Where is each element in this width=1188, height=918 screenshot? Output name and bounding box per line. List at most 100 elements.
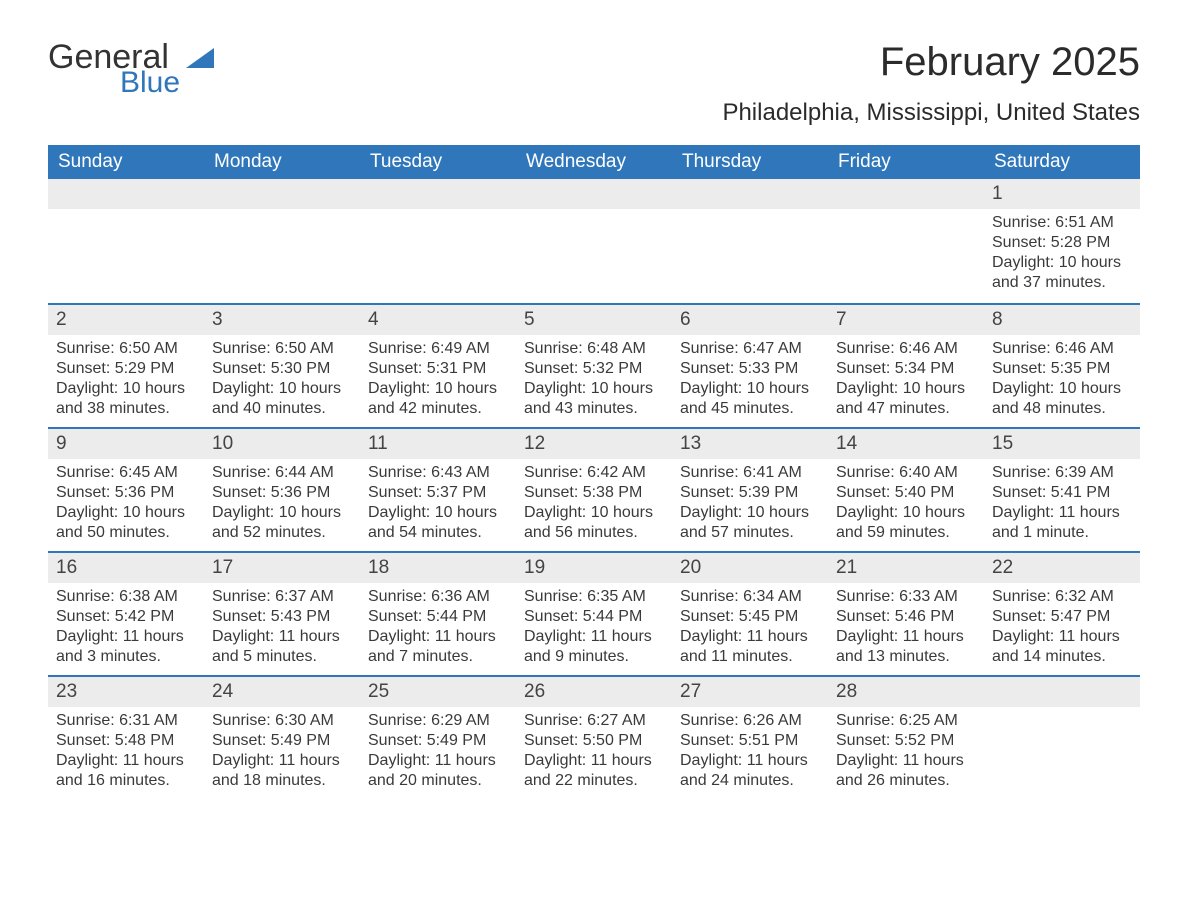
day-cell xyxy=(516,179,672,303)
sunset-text: Sunset: 5:49 PM xyxy=(212,731,352,751)
daylight-text: Daylight: 11 hours and 9 minutes. xyxy=(524,627,664,667)
day-number xyxy=(516,179,672,209)
sunset-text: Sunset: 5:32 PM xyxy=(524,359,664,379)
day-number: 6 xyxy=(672,305,828,335)
header: General Blue February 2025 Philadelphia,… xyxy=(48,40,1140,127)
sunset-text: Sunset: 5:33 PM xyxy=(680,359,820,379)
sunrise-text: Sunrise: 6:43 AM xyxy=(368,463,508,483)
sunset-text: Sunset: 5:43 PM xyxy=(212,607,352,627)
day-number: 28 xyxy=(828,677,984,707)
sunrise-text: Sunrise: 6:49 AM xyxy=(368,339,508,359)
day-number xyxy=(360,179,516,209)
sunset-text: Sunset: 5:30 PM xyxy=(212,359,352,379)
daylight-text: Daylight: 10 hours and 57 minutes. xyxy=(680,503,820,543)
dow-cell: Friday xyxy=(828,145,984,179)
week-row: 23Sunrise: 6:31 AMSunset: 5:48 PMDayligh… xyxy=(48,675,1140,799)
sunset-text: Sunset: 5:31 PM xyxy=(368,359,508,379)
day-number: 9 xyxy=(48,429,204,459)
sunrise-text: Sunrise: 6:50 AM xyxy=(212,339,352,359)
week-row: 1Sunrise: 6:51 AMSunset: 5:28 PMDaylight… xyxy=(48,179,1140,303)
day-cell: 24Sunrise: 6:30 AMSunset: 5:49 PMDayligh… xyxy=(204,677,360,799)
location: Philadelphia, Mississippi, United States xyxy=(722,99,1140,127)
sunset-text: Sunset: 5:45 PM xyxy=(680,607,820,627)
sunrise-text: Sunrise: 6:26 AM xyxy=(680,711,820,731)
day-number: 16 xyxy=(48,553,204,583)
day-number xyxy=(828,179,984,209)
daylight-text: Daylight: 11 hours and 14 minutes. xyxy=(992,627,1132,667)
sunset-text: Sunset: 5:41 PM xyxy=(992,483,1132,503)
day-number: 1 xyxy=(984,179,1140,209)
dow-cell: Saturday xyxy=(984,145,1140,179)
day-number xyxy=(204,179,360,209)
day-number: 19 xyxy=(516,553,672,583)
daylight-text: Daylight: 11 hours and 22 minutes. xyxy=(524,751,664,791)
sunset-text: Sunset: 5:28 PM xyxy=(992,233,1132,253)
sunset-text: Sunset: 5:47 PM xyxy=(992,607,1132,627)
day-number xyxy=(984,677,1140,707)
sunset-text: Sunset: 5:35 PM xyxy=(992,359,1132,379)
daylight-text: Daylight: 11 hours and 5 minutes. xyxy=(212,627,352,667)
day-cell: 16Sunrise: 6:38 AMSunset: 5:42 PMDayligh… xyxy=(48,553,204,675)
day-cell: 9Sunrise: 6:45 AMSunset: 5:36 PMDaylight… xyxy=(48,429,204,551)
sunset-text: Sunset: 5:50 PM xyxy=(524,731,664,751)
dow-cell: Wednesday xyxy=(516,145,672,179)
day-cell: 4 Sunrise: 6:49 AMSunset: 5:31 PMDaylight… xyxy=(360,305,516,427)
day-cell: 28Sunrise: 6:25 AMSunset: 5:52 PMDayligh… xyxy=(828,677,984,799)
sunrise-text: Sunrise: 6:34 AM xyxy=(680,587,820,607)
day-cell: 26Sunrise: 6:27 AMSunset: 5:50 PMDayligh… xyxy=(516,677,672,799)
dow-cell: Sunday xyxy=(48,145,204,179)
day-number: 3 xyxy=(204,305,360,335)
sunset-text: Sunset: 5:44 PM xyxy=(368,607,508,627)
day-number: 5 xyxy=(516,305,672,335)
day-number: 7 xyxy=(828,305,984,335)
day-cell: 10Sunrise: 6:44 AMSunset: 5:36 PMDayligh… xyxy=(204,429,360,551)
sunrise-text: Sunrise: 6:50 AM xyxy=(56,339,196,359)
day-number: 4 xyxy=(360,305,516,335)
sunrise-text: Sunrise: 6:41 AM xyxy=(680,463,820,483)
daylight-text: Daylight: 10 hours and 42 minutes. xyxy=(368,379,508,419)
sunrise-text: Sunrise: 6:32 AM xyxy=(992,587,1132,607)
day-number: 26 xyxy=(516,677,672,707)
day-cell: 17Sunrise: 6:37 AMSunset: 5:43 PMDayligh… xyxy=(204,553,360,675)
sunrise-text: Sunrise: 6:51 AM xyxy=(992,213,1132,233)
sunrise-text: Sunrise: 6:40 AM xyxy=(836,463,976,483)
day-number: 11 xyxy=(360,429,516,459)
day-cell: 14Sunrise: 6:40 AMSunset: 5:40 PMDayligh… xyxy=(828,429,984,551)
day-cell: 13Sunrise: 6:41 AMSunset: 5:39 PMDayligh… xyxy=(672,429,828,551)
sail-icon xyxy=(186,46,220,75)
sunset-text: Sunset: 5:36 PM xyxy=(56,483,196,503)
day-cell: 5Sunrise: 6:48 AMSunset: 5:32 PMDaylight… xyxy=(516,305,672,427)
sunrise-text: Sunrise: 6:30 AM xyxy=(212,711,352,731)
daylight-text: Daylight: 10 hours and 40 minutes. xyxy=(212,379,352,419)
sunset-text: Sunset: 5:29 PM xyxy=(56,359,196,379)
sunset-text: Sunset: 5:42 PM xyxy=(56,607,196,627)
sunset-text: Sunset: 5:49 PM xyxy=(368,731,508,751)
day-number: 13 xyxy=(672,429,828,459)
day-number: 15 xyxy=(984,429,1140,459)
day-number: 27 xyxy=(672,677,828,707)
sunrise-text: Sunrise: 6:29 AM xyxy=(368,711,508,731)
day-number: 21 xyxy=(828,553,984,583)
day-cell: 19 Sunrise: 6:35 AMSunset: 5:44 PMDayligh… xyxy=(516,553,672,675)
day-number: 12 xyxy=(516,429,672,459)
day-number xyxy=(672,179,828,209)
day-cell xyxy=(672,179,828,303)
day-cell: 12Sunrise: 6:42 AMSunset: 5:38 PMDayligh… xyxy=(516,429,672,551)
daylight-text: Daylight: 10 hours and 50 minutes. xyxy=(56,503,196,543)
day-number: 2 xyxy=(48,305,204,335)
day-cell: 11Sunrise: 6:43 AMSunset: 5:37 PMDayligh… xyxy=(360,429,516,551)
sunset-text: Sunset: 5:36 PM xyxy=(212,483,352,503)
day-cell: 22Sunrise: 6:32 AMSunset: 5:47 PMDayligh… xyxy=(984,553,1140,675)
day-cell xyxy=(204,179,360,303)
day-number: 18 xyxy=(360,553,516,583)
sunrise-text: Sunrise: 6:35 AM xyxy=(524,587,664,607)
daylight-text: Daylight: 10 hours and 48 minutes. xyxy=(992,379,1132,419)
daylight-text: Daylight: 10 hours and 54 minutes. xyxy=(368,503,508,543)
daylight-text: Daylight: 11 hours and 13 minutes. xyxy=(836,627,976,667)
day-cell xyxy=(48,179,204,303)
sunrise-text: Sunrise: 6:37 AM xyxy=(212,587,352,607)
sunset-text: Sunset: 5:44 PM xyxy=(524,607,664,627)
daylight-text: Daylight: 10 hours and 45 minutes. xyxy=(680,379,820,419)
day-number: 8 xyxy=(984,305,1140,335)
title-block: February 2025 Philadelphia, Mississippi,… xyxy=(722,40,1140,127)
